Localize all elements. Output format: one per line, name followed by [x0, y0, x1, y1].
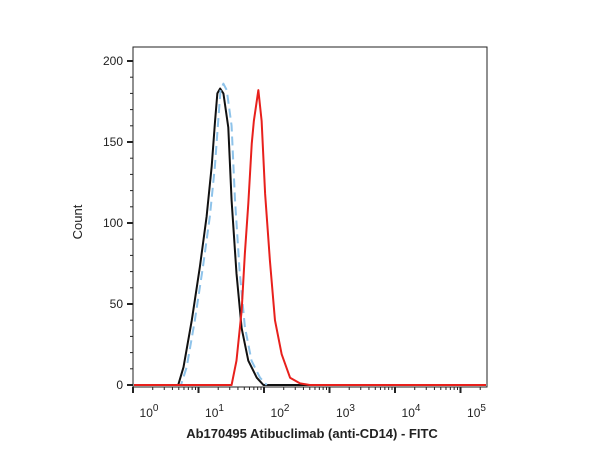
- x-tick-label: 103: [336, 403, 355, 420]
- x-tick-label: 105: [467, 403, 486, 420]
- x-tick-label: 101: [205, 403, 224, 420]
- x-tick-label: 102: [271, 403, 290, 420]
- series-line-2: [134, 89, 486, 386]
- x-tick-label: 100: [140, 403, 159, 420]
- y-tick-label: 200: [103, 54, 123, 68]
- series-line-1: [134, 82, 268, 386]
- y-tick-label: 150: [103, 135, 123, 149]
- x-tick-label: 104: [402, 403, 421, 420]
- y-tick-label: 100: [103, 216, 123, 230]
- plot-frame: [132, 46, 488, 388]
- series-line-0: [134, 87, 486, 386]
- y-tick-label: 0: [116, 378, 123, 392]
- y-tick-label: 50: [110, 297, 124, 311]
- x-axis-label: Ab170495 Atibuclimab (anti-CD14) - FITC: [186, 426, 438, 441]
- x-axis-ticks: 100 101 102 103 104 105: [132, 387, 486, 420]
- y-axis-ticks: 0 50 100 150 200: [103, 54, 133, 392]
- y-axis-label: Count: [70, 204, 85, 239]
- curves: [134, 82, 486, 386]
